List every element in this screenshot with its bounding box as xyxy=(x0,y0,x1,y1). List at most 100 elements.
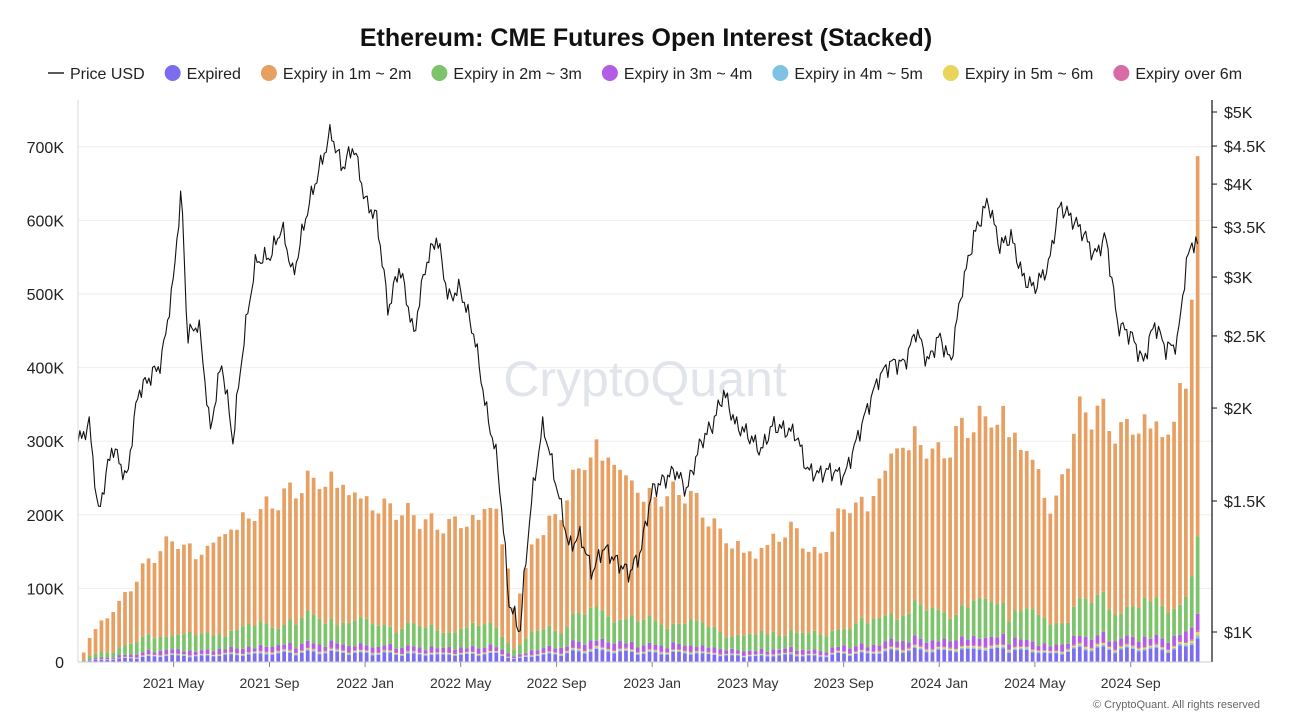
legend-dot-icon xyxy=(260,65,277,81)
bar-segment xyxy=(464,651,469,653)
bar-segment xyxy=(376,625,381,647)
bar-segment xyxy=(588,457,593,608)
oi-bar xyxy=(624,475,628,662)
bar-segment xyxy=(665,496,670,629)
bar-segment xyxy=(576,612,581,642)
bar-segment xyxy=(1130,606,1135,637)
bar-segment xyxy=(1083,648,1088,651)
bar-segment xyxy=(747,656,752,662)
oi-bar xyxy=(688,490,693,662)
bar-segment xyxy=(712,518,717,627)
bar-segment xyxy=(470,652,475,653)
legend-item-0[interactable]: Price USD xyxy=(47,66,145,83)
bar-segment xyxy=(252,521,257,627)
bar-segment xyxy=(494,650,499,652)
bar-segment xyxy=(635,492,640,622)
bar-segment xyxy=(553,654,558,662)
bar-segment xyxy=(1184,631,1188,642)
bar-segment xyxy=(547,515,552,626)
bar-segment xyxy=(948,647,952,649)
bar-segment xyxy=(129,658,133,662)
bar-segment xyxy=(500,656,505,662)
bar-segment xyxy=(989,647,994,649)
bar-segment xyxy=(111,659,116,662)
bar-segment xyxy=(971,432,976,601)
bar-segment xyxy=(789,654,793,662)
bar-segment xyxy=(1048,513,1053,625)
bar-segment xyxy=(659,624,664,646)
bar-segment xyxy=(1195,156,1200,537)
bar-segment xyxy=(1160,638,1165,647)
bar-segment xyxy=(299,651,304,653)
bar-segment xyxy=(182,655,186,656)
legend-item-4[interactable]: Expiry in 3m ~ 4m xyxy=(601,65,752,83)
bar-segment xyxy=(182,655,186,662)
bar-segment xyxy=(223,636,228,650)
oi-bar xyxy=(671,481,675,662)
bar-segment xyxy=(783,653,787,654)
bar-segment xyxy=(1066,622,1070,644)
bar-segment xyxy=(1024,451,1029,609)
legend-item-1[interactable]: Expired xyxy=(164,65,241,83)
bar-segment xyxy=(294,498,298,625)
bar-segment xyxy=(1095,647,1100,662)
bar-segment xyxy=(1083,412,1088,599)
legend-item-5[interactable]: Expiry in 4m ~ 5m xyxy=(772,65,923,83)
bar-segment xyxy=(311,651,316,662)
bar-segment xyxy=(871,618,876,645)
bar-segment xyxy=(134,641,139,655)
bar-segment xyxy=(759,654,764,656)
oi-bar xyxy=(877,478,882,662)
bar-segment xyxy=(983,598,988,638)
bar-segment xyxy=(635,654,640,662)
bar-segment xyxy=(1148,647,1153,649)
bar-segment xyxy=(470,651,475,653)
legend-item-7[interactable]: Expiry over 6m xyxy=(1113,65,1242,83)
oi-bar xyxy=(87,637,92,662)
bar-segment xyxy=(983,650,988,662)
oi-bar xyxy=(1119,422,1123,662)
bar-segment xyxy=(1107,609,1112,642)
bar-segment xyxy=(665,652,670,653)
oi-bar xyxy=(229,529,233,662)
oi-bar xyxy=(541,535,546,662)
bar-segment xyxy=(606,642,611,649)
oi-bar xyxy=(759,547,764,662)
legend-item-6[interactable]: Expiry in 5m ~ 6m xyxy=(942,65,1093,83)
bar-segment xyxy=(329,648,334,650)
bar-segment xyxy=(694,647,699,651)
bar-segment xyxy=(565,500,569,628)
bar-segment xyxy=(1166,612,1171,643)
bar-segment xyxy=(830,531,835,631)
bar-segment xyxy=(600,650,605,662)
bar-segment xyxy=(618,648,622,650)
legend-item-3[interactable]: Expiry in 2m ~ 3m xyxy=(431,65,582,83)
bar-segment xyxy=(406,651,410,653)
bar-segment xyxy=(677,495,681,624)
left-tick-label: 200K xyxy=(27,508,65,525)
bar-segment xyxy=(1125,635,1129,644)
bar-segment xyxy=(1148,645,1153,648)
bar-segment xyxy=(152,655,157,656)
bar-segment xyxy=(105,657,110,660)
bar-segment xyxy=(753,655,758,662)
oi-bar xyxy=(317,489,322,662)
bar-segment xyxy=(789,646,793,653)
bar-segment xyxy=(688,645,693,652)
bar-segment xyxy=(258,653,263,662)
oi-bar xyxy=(382,498,387,662)
bar-segment xyxy=(305,647,310,649)
bar-segment xyxy=(435,630,440,649)
bar-segment xyxy=(470,622,475,647)
bar-segment xyxy=(924,458,929,611)
bar-segment xyxy=(170,655,174,662)
bar-segment xyxy=(1184,643,1188,645)
bar-segment xyxy=(1113,653,1117,662)
bar-segment xyxy=(624,647,628,649)
legend-item-2[interactable]: Expiry in 1m ~ 2m xyxy=(260,65,411,83)
bar-segment xyxy=(612,622,617,644)
bar-segment xyxy=(205,653,210,655)
bar-segment xyxy=(1166,434,1171,613)
bar-segment xyxy=(1018,450,1023,611)
bar-segment xyxy=(635,653,640,655)
